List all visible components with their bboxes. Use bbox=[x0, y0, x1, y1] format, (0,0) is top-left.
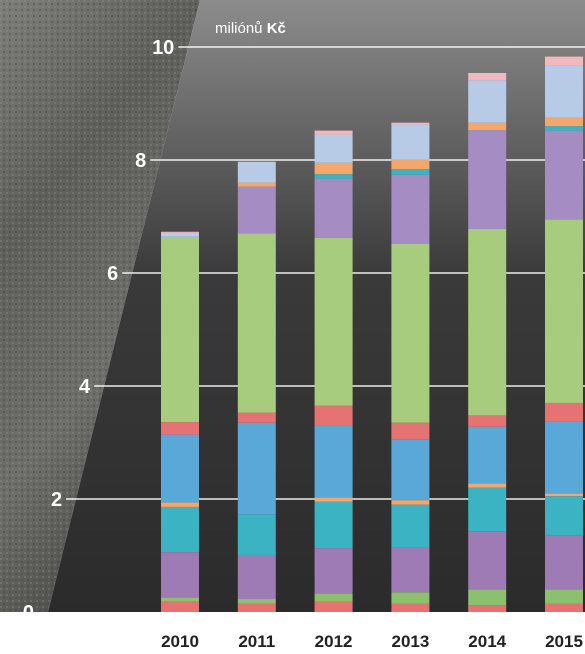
bar-2013-segment-12 bbox=[391, 124, 430, 160]
bar-2011-segment-1 bbox=[237, 603, 276, 612]
bar-2014-segment-3 bbox=[468, 531, 507, 590]
bar-2012-segment-5 bbox=[314, 497, 353, 502]
bar-2010-segment-1 bbox=[161, 601, 199, 612]
x-tick-label-2011: 2011 bbox=[238, 632, 275, 651]
bar-2010-segment-6 bbox=[161, 434, 199, 503]
x-tick-label-2015: 2015 bbox=[545, 632, 583, 651]
bar-2014-segment-12 bbox=[468, 80, 507, 123]
bars bbox=[161, 56, 583, 612]
bar-2015-segment-9 bbox=[545, 130, 583, 220]
bar-2013-segment-8 bbox=[391, 243, 430, 423]
unit-label: miliónů Kč bbox=[215, 20, 286, 37]
bar-2013-segment-11 bbox=[391, 159, 430, 170]
bar-stack-2011 bbox=[237, 161, 276, 612]
bar-2014-segment-9 bbox=[468, 130, 507, 229]
bar-2010-segment-2 bbox=[161, 597, 199, 602]
y-tick-label-8: 8 bbox=[135, 150, 146, 172]
bar-2013-segment-13 bbox=[391, 122, 430, 125]
bar-2012-segment-3 bbox=[314, 548, 353, 594]
bar-2011-segment-7 bbox=[237, 412, 276, 423]
bar-2012-segment-8 bbox=[314, 237, 353, 406]
bar-2012-segment-13 bbox=[314, 130, 353, 135]
bar-2010-segment-12 bbox=[161, 232, 199, 237]
bar-2011-segment-3 bbox=[237, 554, 276, 600]
unit-label-currency: Kč bbox=[267, 20, 286, 37]
bar-2015-segment-5 bbox=[545, 493, 583, 497]
bar-2012-segment-7 bbox=[314, 405, 353, 426]
bar-2012-segment-11 bbox=[314, 162, 353, 175]
bar-2013-segment-2 bbox=[391, 592, 430, 604]
bar-2012-segment-4 bbox=[314, 501, 353, 549]
bar-2011-segment-2 bbox=[237, 599, 276, 604]
bottom-strip bbox=[38, 612, 585, 654]
bar-2013-segment-7 bbox=[391, 422, 430, 440]
bar-2014-segment-6 bbox=[468, 426, 507, 484]
bar-2011-segment-8 bbox=[237, 233, 276, 413]
unit-label-text: miliónů bbox=[215, 20, 263, 37]
bar-stack-2012 bbox=[314, 130, 353, 612]
bar-2012-segment-10 bbox=[314, 174, 353, 179]
bar-2011-segment-11 bbox=[237, 182, 276, 187]
bar-2012-segment-2 bbox=[314, 593, 353, 602]
bar-2010-segment-3 bbox=[161, 552, 199, 598]
bar-stack-2013 bbox=[391, 122, 430, 612]
bar-2015-segment-12 bbox=[545, 65, 583, 118]
bar-2015-segment-3 bbox=[545, 535, 583, 590]
bar-2011-segment-9 bbox=[237, 186, 276, 234]
y-tick-label-6: 6 bbox=[107, 263, 118, 285]
bar-2014-segment-11 bbox=[468, 122, 507, 131]
bar-stack-2014 bbox=[468, 72, 507, 612]
bar-2010-segment-8 bbox=[161, 236, 199, 423]
bar-2014-segment-7 bbox=[468, 415, 507, 427]
y-tick-label-10: 10 bbox=[152, 37, 174, 59]
bar-2014-segment-4 bbox=[468, 487, 507, 532]
bar-2014-segment-8 bbox=[468, 228, 507, 416]
y-tick-label-0: 0 bbox=[23, 602, 34, 624]
bar-2010-segment-5 bbox=[161, 502, 199, 507]
bar-2015-segment-7 bbox=[545, 402, 583, 422]
y-tick-label-2: 2 bbox=[51, 489, 62, 511]
bar-2013-segment-6 bbox=[391, 439, 430, 501]
bar-2012-segment-6 bbox=[314, 425, 353, 498]
x-tick-label-2014: 2014 bbox=[468, 632, 506, 651]
bar-2011-segment-4 bbox=[237, 514, 276, 555]
bar-2012-segment-1 bbox=[314, 601, 353, 612]
bar-2015-segment-4 bbox=[545, 496, 583, 536]
bar-2013-segment-3 bbox=[391, 547, 430, 593]
bar-stack-2015 bbox=[545, 56, 583, 612]
x-tick-label-2012: 2012 bbox=[315, 632, 353, 651]
bar-2014-segment-5 bbox=[468, 483, 507, 488]
bar-2013-segment-10 bbox=[391, 169, 430, 175]
x-tick-label-2010: 2010 bbox=[161, 632, 199, 651]
bar-stack-2010 bbox=[161, 231, 199, 612]
bar-2012-segment-9 bbox=[314, 178, 353, 238]
bar-2010-segment-13 bbox=[161, 231, 199, 233]
labels: 0 2 4 6 8 10 2010 2011 2012 2013 2014 2015 bbox=[23, 37, 583, 651]
bar-2013-segment-1 bbox=[391, 603, 430, 612]
bar-2013-segment-4 bbox=[391, 504, 430, 548]
stone-texture bbox=[0, 0, 200, 612]
bar-2014-segment-1 bbox=[468, 605, 507, 612]
bar-2015-segment-2 bbox=[545, 589, 583, 604]
bar-2010-segment-7 bbox=[161, 422, 199, 435]
bar-2015-segment-8 bbox=[545, 219, 583, 403]
bar-2010-segment-4 bbox=[161, 506, 199, 553]
bar-2014-segment-2 bbox=[468, 589, 507, 606]
bar-2015-segment-1 bbox=[545, 603, 583, 612]
bar-2013-segment-9 bbox=[391, 174, 430, 244]
bar-2015-segment-6 bbox=[545, 421, 583, 494]
x-tick-label-2013: 2013 bbox=[391, 632, 429, 651]
y-tick-label-4: 4 bbox=[79, 376, 91, 398]
bar-2015-segment-11 bbox=[545, 117, 583, 127]
bar-2015-segment-13 bbox=[545, 56, 583, 66]
bar-2011-segment-12 bbox=[237, 161, 276, 183]
bar-2012-segment-12 bbox=[314, 134, 353, 163]
bar-2013-segment-5 bbox=[391, 500, 430, 505]
bar-2011-segment-6 bbox=[237, 422, 276, 515]
bar-2014-segment-13 bbox=[468, 72, 507, 81]
bar-2015-segment-10 bbox=[545, 126, 583, 131]
